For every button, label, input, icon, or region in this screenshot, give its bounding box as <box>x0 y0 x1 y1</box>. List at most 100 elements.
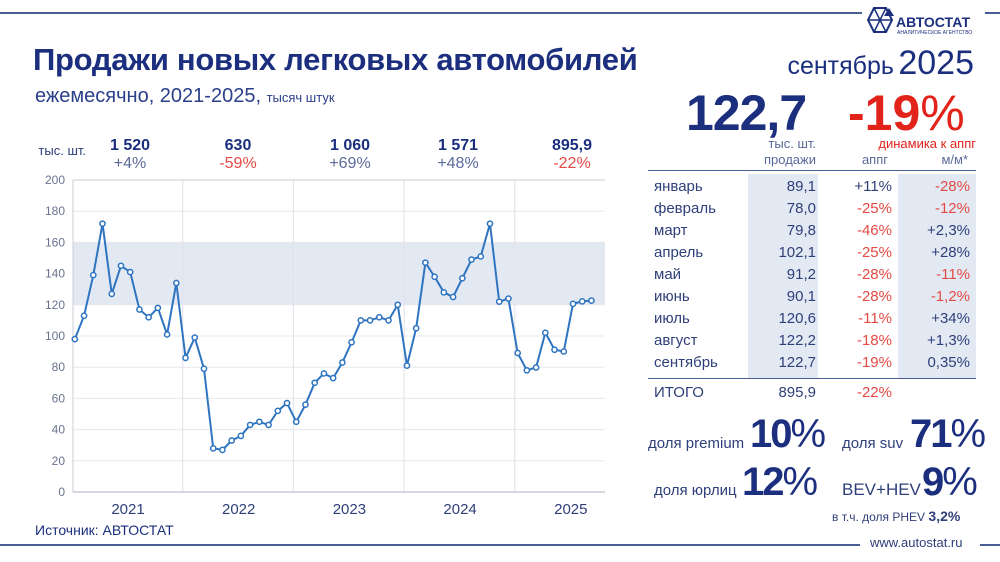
sales: 91,2 <box>786 266 816 283</box>
data-point <box>80 312 88 320</box>
mom: -12% <box>934 200 970 217</box>
source-note: Источник: АВТОСТАТ <box>35 522 174 538</box>
sales: 122,7 <box>778 354 816 371</box>
legal-label: доля юрлиц <box>654 482 737 499</box>
phev-share: в т.ч. доля PHEV 3,2% <box>832 508 961 524</box>
data-point <box>117 262 125 270</box>
x-tick-label: 2023 <box>333 501 366 518</box>
y-tick-label: 180 <box>45 204 65 218</box>
data-point <box>403 362 411 369</box>
top-rule <box>0 12 862 14</box>
logo-text: АВТОСТАТ <box>896 14 971 30</box>
data-point <box>366 317 374 324</box>
data-point <box>126 268 134 276</box>
data-point <box>246 421 254 429</box>
data-point <box>191 334 199 341</box>
sales: 78,0 <box>786 200 816 217</box>
data-point <box>228 437 236 444</box>
mom: +34% <box>931 310 970 327</box>
table-row: май 91,2 -28% -11% <box>648 264 976 286</box>
logo: АВТОСТАТ АНАЛИТИЧЕСКОЕ АГЕНТСТВО <box>866 6 972 39</box>
headline-sales: 122,7 <box>686 85 807 141</box>
yoy: -25% <box>856 200 892 217</box>
data-point <box>569 300 577 308</box>
year-total-2021: 1 520 +4% <box>85 137 175 173</box>
yoy: +11% <box>854 178 892 195</box>
y-tick-label: 20 <box>52 454 66 468</box>
year-total-value: 1 520 <box>109 137 151 154</box>
data-point <box>163 331 171 338</box>
mom: 0,35% <box>927 354 970 371</box>
bottom-rule-end <box>980 544 1000 546</box>
year-total-value: 895,9 <box>551 137 593 154</box>
y-tick-label: 140 <box>45 267 65 281</box>
logo-icon <box>866 7 894 33</box>
col-sales-header: продажи <box>764 152 816 167</box>
data-point <box>486 220 494 228</box>
monthly-table: январь 89,1 +11% -28% февраль 78,0 -25% -… <box>648 170 976 404</box>
data-point <box>292 418 300 426</box>
data-point <box>99 220 106 228</box>
data-point <box>339 359 346 366</box>
data-point <box>514 349 521 357</box>
legal-value: 12% <box>742 460 818 504</box>
mom: +2,3% <box>927 222 970 239</box>
mom: +28% <box>931 244 970 261</box>
y-tick-label: 160 <box>45 235 65 249</box>
data-point <box>458 274 466 282</box>
y-tick-label: 100 <box>45 329 65 343</box>
month: апрель <box>654 244 704 261</box>
ev-value: 9% <box>922 460 978 504</box>
data-point <box>412 324 420 332</box>
total-label: ИТОГО <box>654 384 704 401</box>
data-point <box>329 374 337 382</box>
month: сентябрь <box>654 354 718 371</box>
website-link[interactable]: www.autostat.ru <box>870 535 963 550</box>
sales: 122,2 <box>778 332 816 349</box>
yoy: -19% <box>856 354 892 371</box>
yoy: -46% <box>856 222 892 239</box>
mom: +1,3% <box>927 332 970 349</box>
data-point <box>255 418 263 426</box>
year-total-change: +69% <box>329 155 371 172</box>
data-point <box>172 279 180 287</box>
data-point <box>422 259 429 267</box>
data-point <box>578 298 586 305</box>
sales: 120,6 <box>778 310 816 327</box>
bottom-rule <box>0 544 860 546</box>
y-tick-label: 40 <box>52 423 66 437</box>
sales: 89,1 <box>786 178 816 195</box>
data-point <box>209 444 217 452</box>
table-row: июль 120,6 -11% +34% <box>648 308 976 330</box>
data-point <box>320 370 328 377</box>
mom: -28% <box>934 178 970 195</box>
data-point <box>532 364 540 371</box>
ev-label: BEV+HEV <box>842 480 921 499</box>
report-period: сентябрь 2025 <box>787 44 974 82</box>
month: август <box>654 332 698 349</box>
table-row: февраль 78,0 -25% -12% <box>648 198 976 220</box>
data-point <box>468 256 475 263</box>
data-point <box>588 297 595 304</box>
data-point <box>302 401 309 408</box>
data-point <box>348 338 355 346</box>
data-point <box>523 366 531 374</box>
data-point <box>265 421 272 429</box>
x-tick-label: 2025 <box>554 501 587 518</box>
table-row: апрель 102,1 -25% +28% <box>648 242 976 264</box>
table-row: июнь 90,1 -28% -1,2% <box>648 286 976 308</box>
data-point <box>237 432 245 440</box>
col-mom-header: м/м* <box>941 152 968 167</box>
data-point <box>431 273 438 281</box>
month: май <box>654 266 682 283</box>
premium-value: 10% <box>750 412 826 456</box>
data-point <box>283 399 291 407</box>
year-total-change: +4% <box>113 155 147 172</box>
data-point <box>440 288 448 296</box>
data-point <box>449 293 457 301</box>
year-totals-unit: тыс. шт. <box>38 143 86 158</box>
year-total-2024: 1 571 +48% <box>413 137 503 173</box>
table-row: январь 89,1 +11% -28% <box>648 176 976 198</box>
data-point <box>477 253 485 260</box>
data-point <box>274 407 282 415</box>
